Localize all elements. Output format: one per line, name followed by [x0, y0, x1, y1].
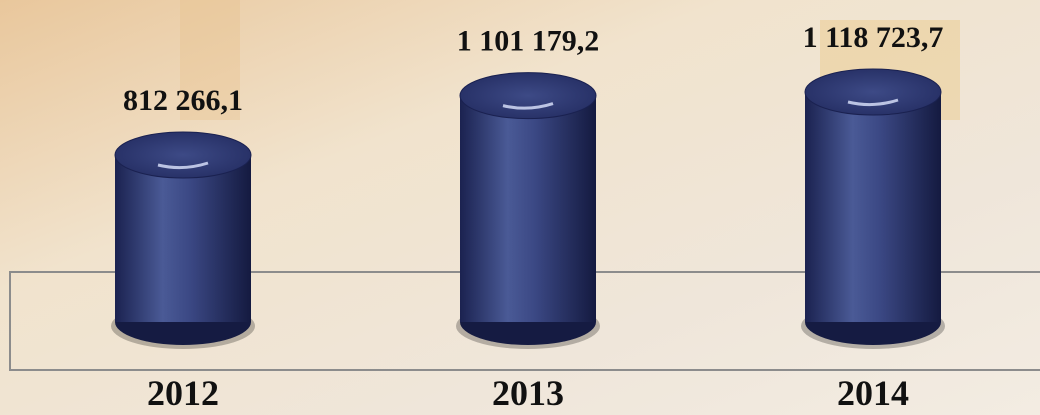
value-label: 1 118 723,7	[803, 21, 944, 54]
x-tick-label: 2013	[492, 373, 564, 413]
cylinder-top	[115, 132, 251, 178]
cylinder-top	[460, 73, 596, 119]
x-tick-label: 2014	[837, 373, 909, 413]
x-tick-label: 2012	[147, 373, 219, 413]
page: {"chart_data": {"type": "bar", "categori…	[0, 0, 1040, 415]
bar	[460, 96, 596, 322]
value-label: 812 266,1	[123, 84, 243, 117]
bar	[805, 92, 941, 322]
bar	[115, 155, 251, 322]
value-label: 1 101 179,2	[457, 25, 600, 58]
chart: 812 266,1 2012 1 101 179,2 2013 1 118 723,7 2…	[0, 0, 1040, 415]
cylinder-top	[805, 69, 941, 115]
